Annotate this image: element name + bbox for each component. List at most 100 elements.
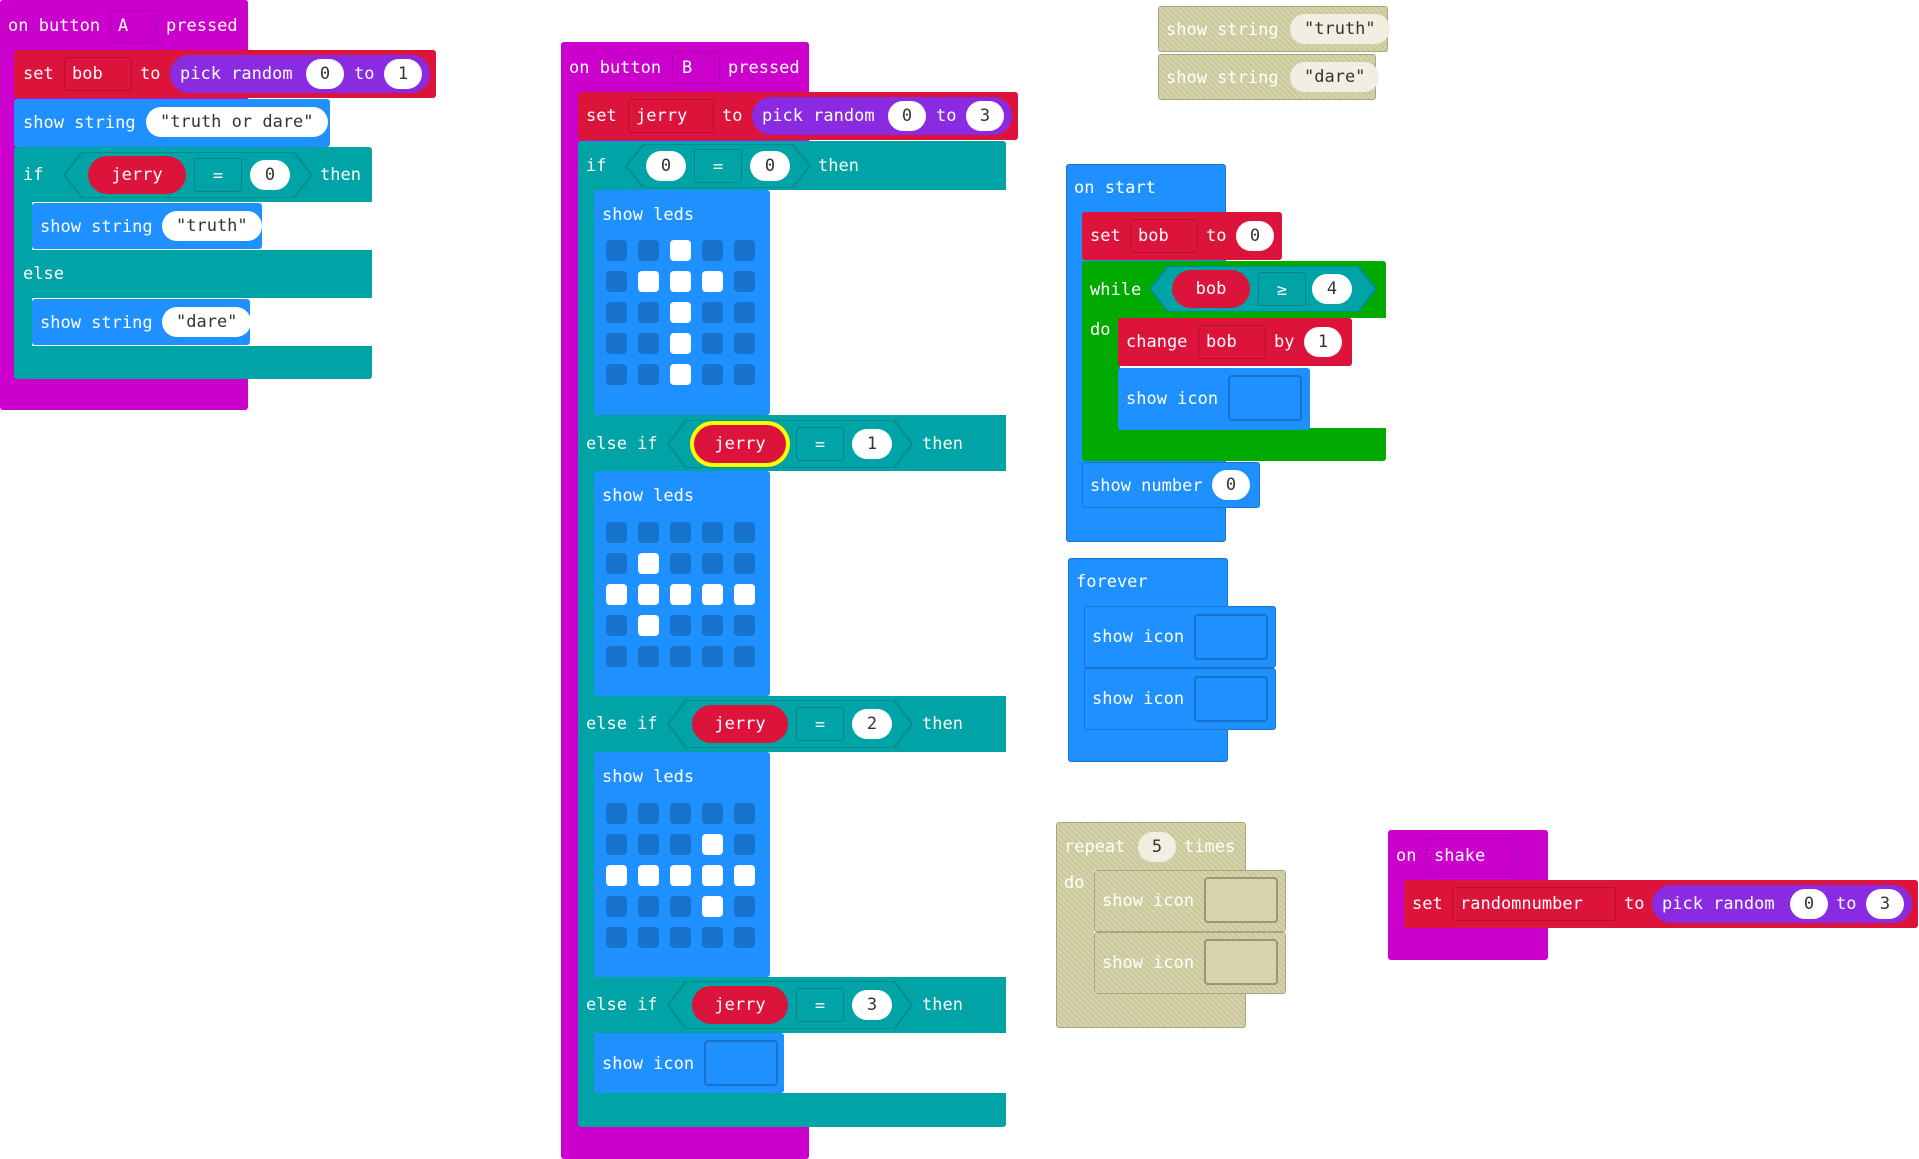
led-off[interactable] [638,896,659,917]
led-on[interactable] [670,333,691,354]
led-off[interactable] [734,646,755,667]
led-off[interactable] [702,240,723,261]
variable-jerry[interactable]: jerry [88,156,186,194]
led-off[interactable] [734,615,755,636]
led-on[interactable] [606,584,627,605]
led-off[interactable] [638,927,659,948]
led-on[interactable] [670,302,691,323]
led-off[interactable] [702,646,723,667]
led-off[interactable] [670,615,691,636]
led-on[interactable] [670,865,691,886]
led-off[interactable] [734,927,755,948]
number-input[interactable]: 0 [1212,470,1250,500]
led-on[interactable] [734,865,755,886]
led-off[interactable] [702,615,723,636]
compare-value-input[interactable]: 4 [1312,274,1352,304]
variable-jerry[interactable]: jerry [692,986,788,1024]
led-off[interactable] [606,646,627,667]
compare-left-input[interactable]: 0 [646,151,686,181]
led-off[interactable] [734,364,755,385]
led-off[interactable] [734,333,755,354]
led-off[interactable] [606,333,627,354]
led-on[interactable] [638,553,659,574]
times-input[interactable]: 5 [1138,832,1176,862]
led-off[interactable] [638,646,659,667]
button-dropdown[interactable] [672,52,720,85]
led-off[interactable] [638,803,659,824]
led-off[interactable] [638,834,659,855]
led-on[interactable] [702,865,723,886]
led-off[interactable] [734,553,755,574]
led-on[interactable] [638,584,659,605]
operator-dropdown[interactable]: = [796,988,844,1022]
led-on[interactable] [702,584,723,605]
variable-bob[interactable]: bob [1172,270,1250,308]
random-max-input[interactable]: 1 [384,59,422,89]
operator-dropdown[interactable]: = [694,149,742,183]
led-grid[interactable] [606,803,766,963]
led-off[interactable] [606,271,627,292]
variable-dropdown[interactable] [1198,325,1266,359]
led-on[interactable] [638,865,659,886]
led-off[interactable] [702,333,723,354]
string-input[interactable]: "truth or dare" [146,107,328,137]
variable-jerry[interactable]: jerry [692,705,788,743]
led-on[interactable] [670,584,691,605]
by-value-input[interactable]: 1 [1304,327,1342,357]
led-off[interactable] [670,553,691,574]
icon-dropdown[interactable] [1204,877,1278,923]
string-input[interactable]: "truth" [1290,14,1390,44]
compare-right-input[interactable]: 0 [750,151,790,181]
operator-dropdown[interactable]: ≥ [1258,272,1306,306]
icon-dropdown[interactable] [1194,676,1268,722]
led-off[interactable] [670,927,691,948]
operator-dropdown[interactable]: = [796,427,844,461]
led-off[interactable] [606,927,627,948]
string-input[interactable]: "dare" [162,307,252,337]
led-on[interactable] [670,364,691,385]
button-dropdown[interactable] [110,10,156,43]
led-on[interactable] [638,271,659,292]
led-on[interactable] [734,584,755,605]
led-on[interactable] [670,271,691,292]
icon-dropdown[interactable] [1194,614,1268,660]
led-off[interactable] [638,333,659,354]
value-input[interactable]: 0 [1236,221,1274,251]
led-off[interactable] [606,364,627,385]
led-off[interactable] [734,896,755,917]
led-off[interactable] [734,803,755,824]
led-on[interactable] [670,240,691,261]
led-off[interactable] [734,834,755,855]
led-off[interactable] [606,834,627,855]
compare-value-input[interactable]: 3 [852,990,892,1020]
led-on[interactable] [638,615,659,636]
led-off[interactable] [702,522,723,543]
led-off[interactable] [734,271,755,292]
led-off[interactable] [606,896,627,917]
compare-value-input[interactable]: 2 [852,709,892,739]
led-off[interactable] [638,364,659,385]
random-max-input[interactable]: 3 [1866,889,1904,919]
led-off[interactable] [702,553,723,574]
led-on[interactable] [702,834,723,855]
variable-jerry[interactable]: jerry [694,425,786,463]
led-off[interactable] [670,522,691,543]
led-on[interactable] [702,896,723,917]
led-off[interactable] [606,240,627,261]
led-off[interactable] [670,646,691,667]
led-off[interactable] [670,803,691,824]
gesture-dropdown[interactable] [1426,838,1516,874]
icon-dropdown[interactable] [1228,375,1302,421]
led-off[interactable] [638,302,659,323]
led-off[interactable] [606,553,627,574]
string-input[interactable]: "dare" [1290,62,1380,92]
led-off[interactable] [670,896,691,917]
variable-dropdown[interactable] [1130,219,1198,253]
led-grid[interactable] [606,522,766,682]
led-off[interactable] [734,302,755,323]
led-off[interactable] [734,240,755,261]
led-off[interactable] [670,834,691,855]
led-off[interactable] [606,522,627,543]
operator-dropdown[interactable]: = [194,158,242,192]
